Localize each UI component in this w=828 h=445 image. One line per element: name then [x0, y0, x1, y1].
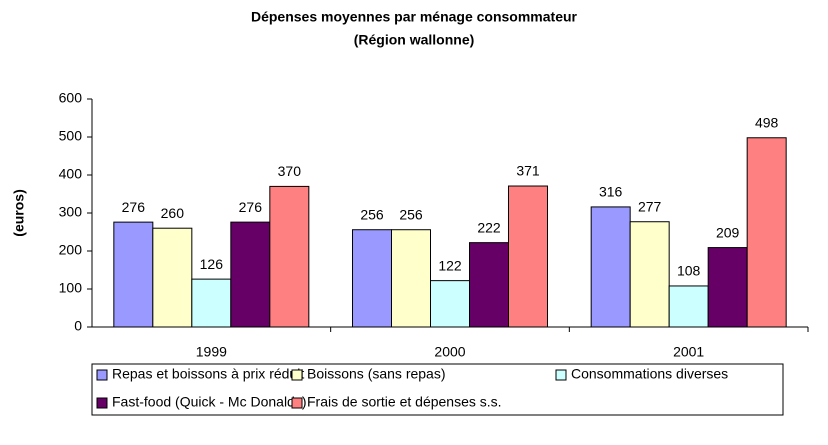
x-tick-label: 2000 — [434, 344, 465, 360]
x-tick-label: 2001 — [673, 344, 704, 360]
y-tick-label: 100 — [59, 280, 83, 296]
legend-label: Consommations diverses — [571, 366, 728, 382]
legend-swatch — [96, 369, 108, 381]
y-tick-label: 200 — [59, 242, 83, 258]
bar — [707, 247, 748, 328]
y-tick-label: 0 — [74, 318, 82, 334]
legend-swatch — [291, 369, 303, 381]
y-tick-label: 600 — [59, 90, 83, 106]
y-tick-label: 500 — [59, 128, 83, 144]
legend-label: Frais de sortie et dépenses s.s. — [307, 394, 502, 410]
y-tick-label: 400 — [59, 166, 83, 182]
legend-label: Fast-food (Quick - Mc Donalds) — [112, 394, 307, 410]
value-label: 276 — [122, 199, 146, 215]
bar — [590, 206, 631, 328]
bar — [391, 229, 431, 328]
y-axis-label: (euros) — [11, 189, 27, 236]
bar — [269, 185, 310, 328]
value-label: 256 — [399, 206, 423, 222]
bar — [629, 221, 670, 328]
legend-swatch — [291, 397, 303, 409]
legend-label: Boissons (sans repas) — [307, 366, 446, 382]
value-label: 371 — [516, 163, 540, 179]
value-label: 370 — [278, 163, 302, 179]
value-label: 222 — [477, 219, 501, 235]
value-label: 256 — [360, 206, 384, 222]
bar — [469, 242, 509, 328]
legend-swatch — [555, 369, 567, 381]
value-label: 277 — [638, 198, 662, 214]
legend-swatch — [96, 397, 108, 409]
value-label: 276 — [239, 199, 263, 215]
legend-label: Repas et boissons à prix réduit — [112, 366, 304, 382]
value-label: 260 — [161, 205, 185, 221]
chart-subtitle: (Région wallonne) — [354, 32, 475, 48]
value-label: 108 — [677, 263, 701, 279]
value-label: 498 — [755, 114, 779, 130]
value-label: 316 — [599, 184, 623, 200]
chart-title: Dépenses moyennes par ménage consommateu… — [251, 9, 578, 25]
bar — [430, 280, 470, 328]
bar — [191, 278, 232, 328]
x-tick-label: 1999 — [196, 344, 227, 360]
bar — [113, 221, 154, 328]
bar — [230, 221, 271, 328]
bar — [352, 229, 392, 328]
y-tick-label: 300 — [59, 204, 83, 220]
value-label: 209 — [716, 224, 740, 240]
bar — [746, 137, 787, 328]
value-label: 122 — [438, 257, 462, 273]
bar — [152, 227, 193, 328]
bar — [668, 285, 709, 328]
legend-box — [91, 363, 784, 416]
bar — [508, 185, 548, 328]
value-label: 126 — [200, 256, 224, 272]
